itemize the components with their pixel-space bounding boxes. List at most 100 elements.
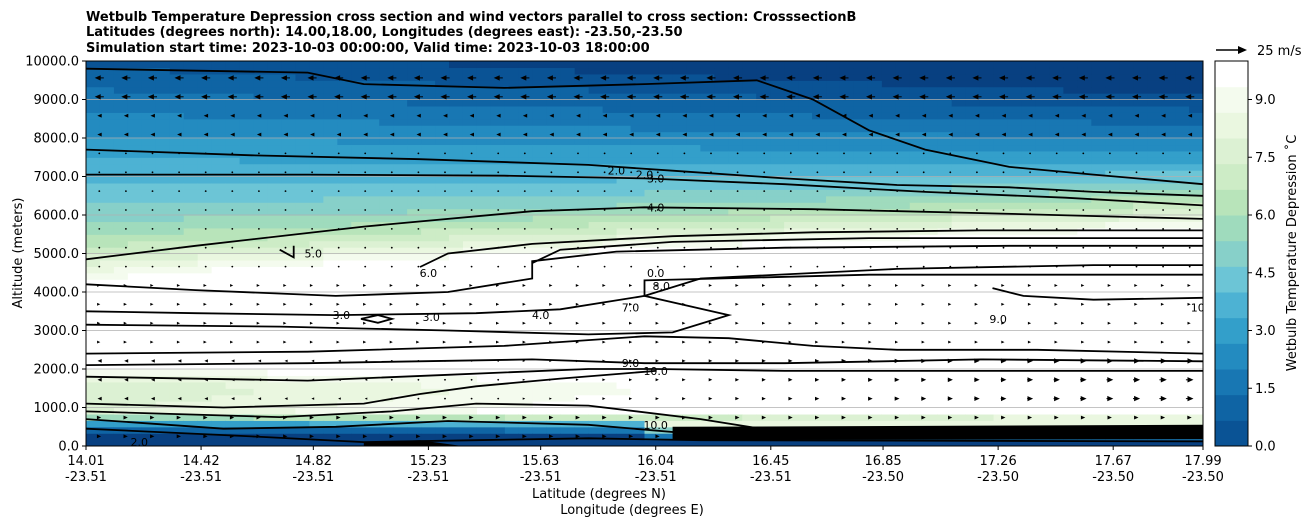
field-cell — [658, 105, 674, 113]
field-cell — [1021, 86, 1037, 94]
field-cell — [86, 317, 101, 325]
field-cell — [86, 413, 101, 421]
field-cell — [1063, 330, 1078, 338]
field-cell — [979, 324, 995, 332]
field-cell — [853, 292, 869, 300]
field-cell — [532, 369, 548, 377]
field-cell — [407, 67, 422, 75]
field-cell — [267, 426, 283, 434]
field-cell — [351, 99, 366, 107]
field-cell — [239, 285, 255, 293]
field-cell — [323, 208, 338, 216]
field-cell — [728, 381, 743, 389]
field-cell — [937, 272, 953, 280]
field-cell — [1175, 311, 1190, 319]
field-cell — [923, 67, 939, 75]
field-cell — [225, 426, 241, 434]
field-cell — [826, 349, 841, 357]
field-cell — [686, 112, 701, 120]
field-cell — [504, 105, 520, 113]
field-cell — [267, 343, 283, 351]
field-cell — [239, 182, 255, 190]
field-cell — [407, 343, 422, 351]
field-cell — [295, 369, 310, 377]
field-cell — [309, 304, 324, 312]
field-cell — [421, 317, 436, 325]
contour-line — [86, 427, 1203, 444]
field-cell — [337, 266, 352, 274]
field-cell — [1021, 266, 1037, 274]
field-cell — [756, 61, 771, 69]
field-cell — [742, 311, 757, 319]
field-cell — [490, 317, 506, 325]
field-cell — [1021, 182, 1037, 190]
field-cell — [351, 125, 366, 133]
field-cell — [658, 369, 674, 377]
field-cell — [1189, 336, 1203, 344]
field-cell — [588, 356, 604, 364]
field-cell — [714, 343, 729, 351]
field-cell — [686, 369, 701, 377]
field-cell — [546, 433, 562, 441]
field-cell — [1007, 298, 1023, 306]
field-cell — [504, 324, 520, 332]
field-cell — [895, 439, 911, 446]
field-cell — [379, 272, 394, 280]
field-cell — [644, 279, 660, 287]
field-cell — [449, 208, 464, 216]
field-cell — [365, 426, 380, 434]
field-cell — [211, 285, 227, 293]
field-cell — [337, 80, 352, 88]
field-cell — [86, 266, 101, 274]
field-cell — [1105, 208, 1120, 216]
field-cell — [784, 227, 799, 235]
field-cell — [532, 202, 548, 210]
field-cell — [839, 208, 855, 216]
field-cell — [281, 73, 297, 81]
field-cell — [476, 138, 492, 146]
field-cell — [1105, 381, 1120, 389]
field-cell — [909, 247, 925, 255]
field-cell — [756, 381, 771, 389]
field-cell — [1133, 349, 1148, 357]
field-cell — [1091, 394, 1106, 402]
field-cell — [826, 362, 841, 370]
field-cell — [839, 388, 855, 396]
field-cell — [588, 388, 604, 396]
field-cell — [714, 125, 729, 133]
wind-vector-head — [123, 132, 129, 137]
wind-vector-head — [123, 113, 129, 118]
field-cell — [239, 439, 255, 446]
field-cell — [281, 208, 297, 216]
field-cell — [407, 86, 422, 94]
contour-line — [86, 173, 1203, 207]
field-cell — [630, 311, 646, 319]
field-cell — [909, 176, 925, 184]
field-cell — [588, 118, 604, 126]
field-cell — [1189, 311, 1203, 319]
field-cell — [183, 336, 199, 344]
field-cell — [337, 61, 352, 69]
field-cell — [1119, 67, 1134, 75]
field-cell — [574, 381, 590, 389]
field-cell — [323, 259, 338, 267]
field-cell — [1119, 259, 1134, 267]
field-cell — [644, 170, 660, 178]
field-cell — [1049, 349, 1064, 357]
field-cell — [239, 163, 255, 171]
field-cell — [295, 144, 310, 152]
field-cell — [839, 369, 855, 377]
field-cell — [937, 388, 953, 396]
field-cell — [1161, 105, 1176, 113]
field-cell — [644, 138, 660, 146]
field-cell — [700, 394, 715, 402]
contour-line — [992, 287, 1203, 301]
field-cell — [923, 176, 939, 184]
field-cell — [365, 394, 380, 402]
field-cell — [86, 163, 101, 171]
field-cell — [560, 221, 576, 229]
field-cell — [923, 330, 939, 338]
field-cell — [183, 195, 199, 203]
field-cell — [826, 112, 841, 120]
field-cell — [141, 407, 157, 415]
